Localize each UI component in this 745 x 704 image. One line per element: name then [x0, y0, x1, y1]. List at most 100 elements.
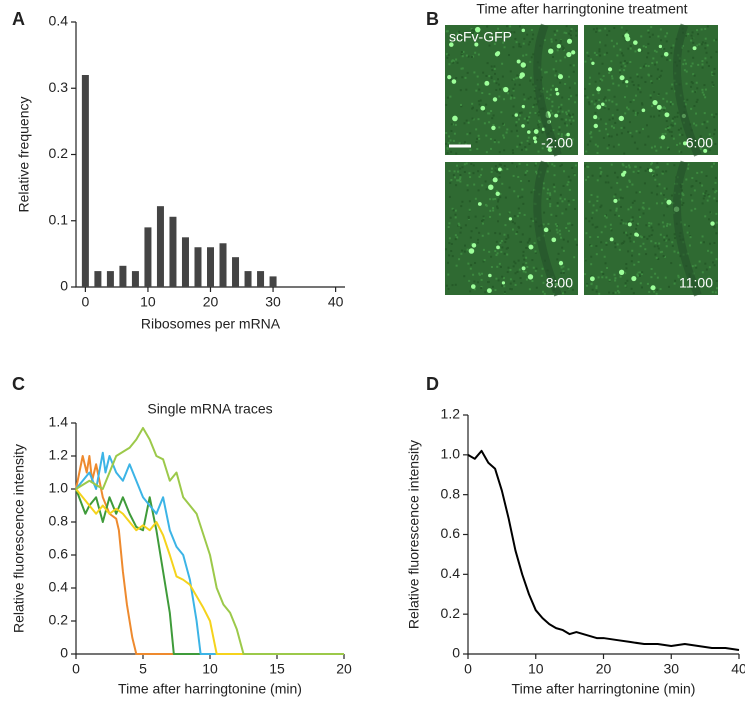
- noise: [608, 89, 611, 92]
- spot: [519, 75, 523, 79]
- noise: [528, 288, 531, 291]
- noise: [496, 207, 499, 210]
- noise: [542, 290, 545, 293]
- noise: [657, 257, 660, 260]
- noise: [526, 119, 529, 122]
- noise: [501, 284, 504, 287]
- shadow: [533, 160, 562, 297]
- noise: [667, 148, 670, 151]
- noise: [469, 290, 472, 293]
- noise: [637, 84, 640, 87]
- noise: [596, 145, 599, 148]
- noise: [502, 277, 505, 280]
- noise: [498, 176, 501, 179]
- noise: [455, 184, 458, 187]
- noise: [559, 233, 562, 236]
- noise: [676, 111, 679, 114]
- noise: [450, 150, 453, 153]
- spot: [558, 260, 564, 266]
- y-tick-label: 0.6: [441, 525, 461, 541]
- noise: [644, 143, 647, 146]
- noise: [565, 118, 568, 121]
- noise: [519, 196, 522, 199]
- noise: [565, 25, 568, 28]
- noise: [504, 241, 507, 244]
- noise: [640, 236, 643, 239]
- noise: [526, 163, 529, 166]
- noise: [463, 122, 466, 125]
- noise: [474, 197, 477, 200]
- noise: [469, 132, 472, 135]
- noise: [463, 250, 466, 253]
- noise: [627, 108, 630, 111]
- noise: [695, 139, 698, 142]
- noise: [515, 232, 518, 235]
- noise: [481, 184, 484, 187]
- noise: [599, 175, 602, 178]
- noise: [479, 99, 482, 102]
- noise: [485, 74, 488, 77]
- noise: [567, 200, 570, 203]
- noise: [698, 143, 701, 146]
- noise: [671, 117, 674, 120]
- noise: [453, 132, 456, 135]
- noise: [493, 67, 496, 70]
- spot: [449, 42, 454, 47]
- noise: [610, 228, 613, 231]
- noise: [655, 61, 658, 64]
- noise: [526, 265, 529, 268]
- noise: [605, 99, 608, 102]
- noise: [537, 123, 540, 126]
- noise: [641, 273, 644, 276]
- noise: [478, 273, 481, 276]
- noise: [524, 271, 527, 274]
- noise: [588, 82, 591, 85]
- noise: [501, 122, 504, 125]
- noise: [705, 268, 708, 271]
- noise: [604, 105, 607, 108]
- noise: [653, 49, 656, 52]
- noise: [498, 151, 501, 154]
- noise: [653, 290, 656, 293]
- noise: [662, 194, 665, 197]
- noise: [524, 146, 527, 149]
- noise: [568, 119, 571, 122]
- noise: [565, 111, 568, 114]
- spot: [650, 285, 656, 291]
- noise: [458, 30, 461, 33]
- noise: [699, 147, 702, 150]
- noise: [705, 174, 708, 177]
- noise: [513, 280, 516, 283]
- noise: [648, 207, 651, 210]
- noise: [608, 135, 611, 138]
- noise: [478, 88, 481, 91]
- noise: [664, 132, 667, 135]
- noise: [465, 31, 468, 34]
- noise: [660, 69, 663, 72]
- noise: [698, 278, 701, 281]
- noise: [640, 76, 643, 79]
- noise: [524, 171, 527, 174]
- noise: [506, 271, 509, 274]
- noise: [467, 262, 470, 265]
- noise: [711, 81, 714, 84]
- noise: [506, 128, 509, 131]
- noise: [491, 285, 494, 288]
- noise: [701, 60, 704, 63]
- noise: [626, 279, 629, 282]
- noise: [566, 183, 569, 186]
- y-tick-label: 1.2: [441, 406, 461, 422]
- noise: [459, 177, 462, 180]
- noise: [602, 75, 605, 78]
- noise: [650, 146, 653, 149]
- bar: [144, 227, 152, 287]
- noise: [494, 165, 497, 168]
- noise: [564, 56, 567, 59]
- noise: [472, 55, 475, 58]
- spot: [554, 113, 559, 118]
- noise: [658, 136, 661, 139]
- noise: [558, 72, 561, 75]
- noise: [605, 128, 608, 131]
- noise: [561, 212, 564, 215]
